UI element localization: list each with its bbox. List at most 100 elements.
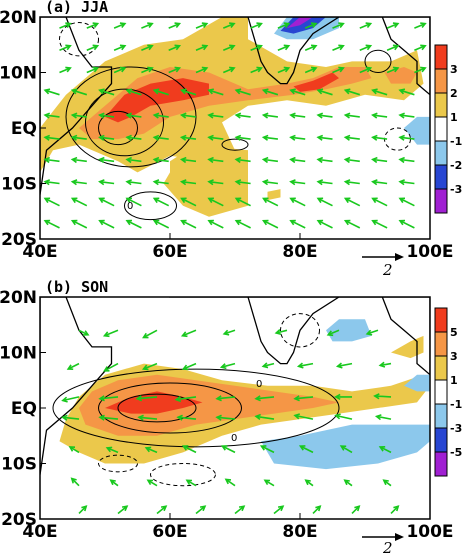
wind-vector (343, 479, 353, 487)
wind-vector (234, 219, 251, 229)
wind-vector (43, 156, 60, 164)
wind-vector (371, 219, 388, 229)
shaded-region (105, 391, 203, 414)
reference-vector-label: 2 (382, 539, 393, 555)
wind-vector (234, 179, 251, 186)
colorbar-label: 5 (450, 326, 458, 339)
wind-vector (43, 134, 60, 141)
wind-vector (174, 395, 197, 403)
y-tick-label: 10N (0, 64, 37, 84)
y-tick-label: 20S (1, 510, 37, 530)
wind-vector (414, 44, 427, 52)
wind-vector (152, 197, 170, 207)
contour-line (59, 22, 99, 57)
colorbar-label: -5 (450, 446, 462, 459)
wind-vector (68, 446, 80, 454)
wind-vector (105, 446, 119, 454)
colorbar-swatch (434, 188, 448, 214)
wind-vector (43, 197, 60, 207)
wind-vector (220, 445, 236, 454)
coastline (40, 297, 113, 475)
wind-vector (70, 477, 80, 487)
contour-line (364, 49, 392, 74)
wind-vector (316, 88, 333, 96)
wind-vector (343, 134, 360, 141)
colorbar-swatch (434, 403, 448, 429)
wind-vector (316, 156, 333, 164)
wind-vector (261, 88, 279, 96)
wind-vector (103, 362, 119, 372)
wind-vector (374, 414, 392, 421)
wind-vector (156, 505, 168, 515)
wind-vector (254, 395, 275, 402)
wind-vector (144, 446, 158, 454)
colorbar-label: 3 (450, 350, 458, 363)
wind-vector (61, 414, 80, 421)
wind-vector (135, 395, 158, 402)
wind-vector (316, 219, 333, 229)
wind-vector (378, 446, 392, 454)
wind-vector (234, 505, 246, 515)
contour-line (98, 382, 242, 434)
wind-vector (219, 362, 236, 370)
colorbar-swatch (434, 451, 448, 477)
wind-vector (61, 396, 80, 403)
wind-vector (343, 112, 360, 119)
wind-vector (316, 112, 333, 119)
wind-vector (398, 156, 415, 164)
wind-vector (414, 66, 427, 74)
colorbar-label: -2 (450, 159, 462, 172)
shaded-region (79, 374, 339, 436)
wind-vector (125, 179, 142, 186)
wind-vector (289, 88, 306, 96)
wind-vector (59, 22, 72, 29)
x-tick-label: 40E (22, 522, 57, 542)
wind-vector (86, 44, 100, 52)
wind-vector (339, 445, 353, 454)
wind-vector (343, 156, 360, 164)
wind-vector (98, 112, 115, 119)
wind-vector (289, 219, 306, 229)
colorbar-swatch (434, 427, 448, 453)
colorbar-label: -3 (450, 183, 462, 196)
wind-vector (43, 88, 60, 96)
contour-line (98, 110, 138, 146)
wind-vector (195, 505, 207, 515)
y-tick-label: EQ (11, 119, 37, 139)
wind-vector (334, 393, 352, 400)
wind-vector (343, 197, 361, 207)
wind-vector (312, 505, 322, 515)
wind-vector (274, 329, 288, 336)
wind-vector (332, 66, 345, 74)
wind-vector (207, 134, 224, 141)
wind-vector (343, 179, 360, 186)
wind-vector (390, 505, 400, 515)
wind-vector (207, 88, 224, 96)
wind-vector (152, 88, 169, 96)
wind-vector (180, 329, 197, 338)
wind-vector (250, 44, 263, 52)
wind-vector (86, 66, 100, 74)
wind-vector (222, 329, 236, 336)
colorbar-label: -1 (450, 135, 462, 148)
wind-vector (43, 112, 60, 119)
wind-vector (386, 44, 400, 52)
colorbar-swatch (434, 140, 448, 166)
wind-vector (152, 219, 170, 229)
panel-title: (b) SON (45, 278, 108, 296)
wind-vector (102, 329, 119, 338)
wind-vector (180, 219, 197, 229)
wind-vector (359, 66, 373, 74)
wind-vector (359, 44, 373, 52)
wind-vector (304, 479, 314, 487)
wind-vector (277, 22, 291, 29)
wind-vector (371, 197, 388, 207)
wind-vector (125, 219, 142, 229)
contour-line (98, 454, 138, 473)
wind-vector (373, 393, 392, 400)
wind-vector (398, 179, 415, 186)
wind-vector (207, 197, 224, 207)
wind-vector (289, 134, 306, 141)
wind-vector (137, 414, 158, 421)
